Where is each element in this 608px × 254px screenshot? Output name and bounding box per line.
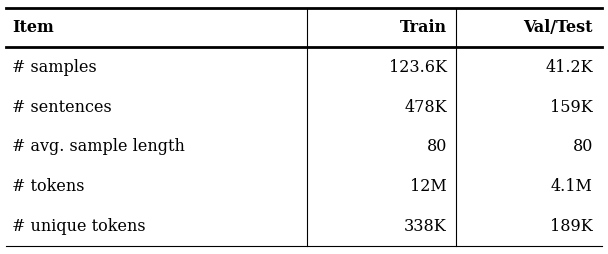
Text: 123.6K: 123.6K bbox=[389, 59, 447, 76]
Text: Item: Item bbox=[12, 19, 54, 36]
Text: # tokens: # tokens bbox=[12, 178, 85, 195]
Text: # samples: # samples bbox=[12, 59, 97, 76]
Text: Val/Test: Val/Test bbox=[523, 19, 593, 36]
Text: # unique tokens: # unique tokens bbox=[12, 218, 146, 235]
Text: 478K: 478K bbox=[404, 99, 447, 116]
Text: 12M: 12M bbox=[410, 178, 447, 195]
Text: 189K: 189K bbox=[550, 218, 593, 235]
Text: 159K: 159K bbox=[550, 99, 593, 116]
Text: 80: 80 bbox=[572, 138, 593, 155]
Text: 338K: 338K bbox=[404, 218, 447, 235]
Text: 4.1M: 4.1M bbox=[551, 178, 593, 195]
Text: Train: Train bbox=[399, 19, 447, 36]
Text: # avg. sample length: # avg. sample length bbox=[12, 138, 185, 155]
Text: 80: 80 bbox=[426, 138, 447, 155]
Text: 41.2K: 41.2K bbox=[545, 59, 593, 76]
Text: # sentences: # sentences bbox=[12, 99, 112, 116]
